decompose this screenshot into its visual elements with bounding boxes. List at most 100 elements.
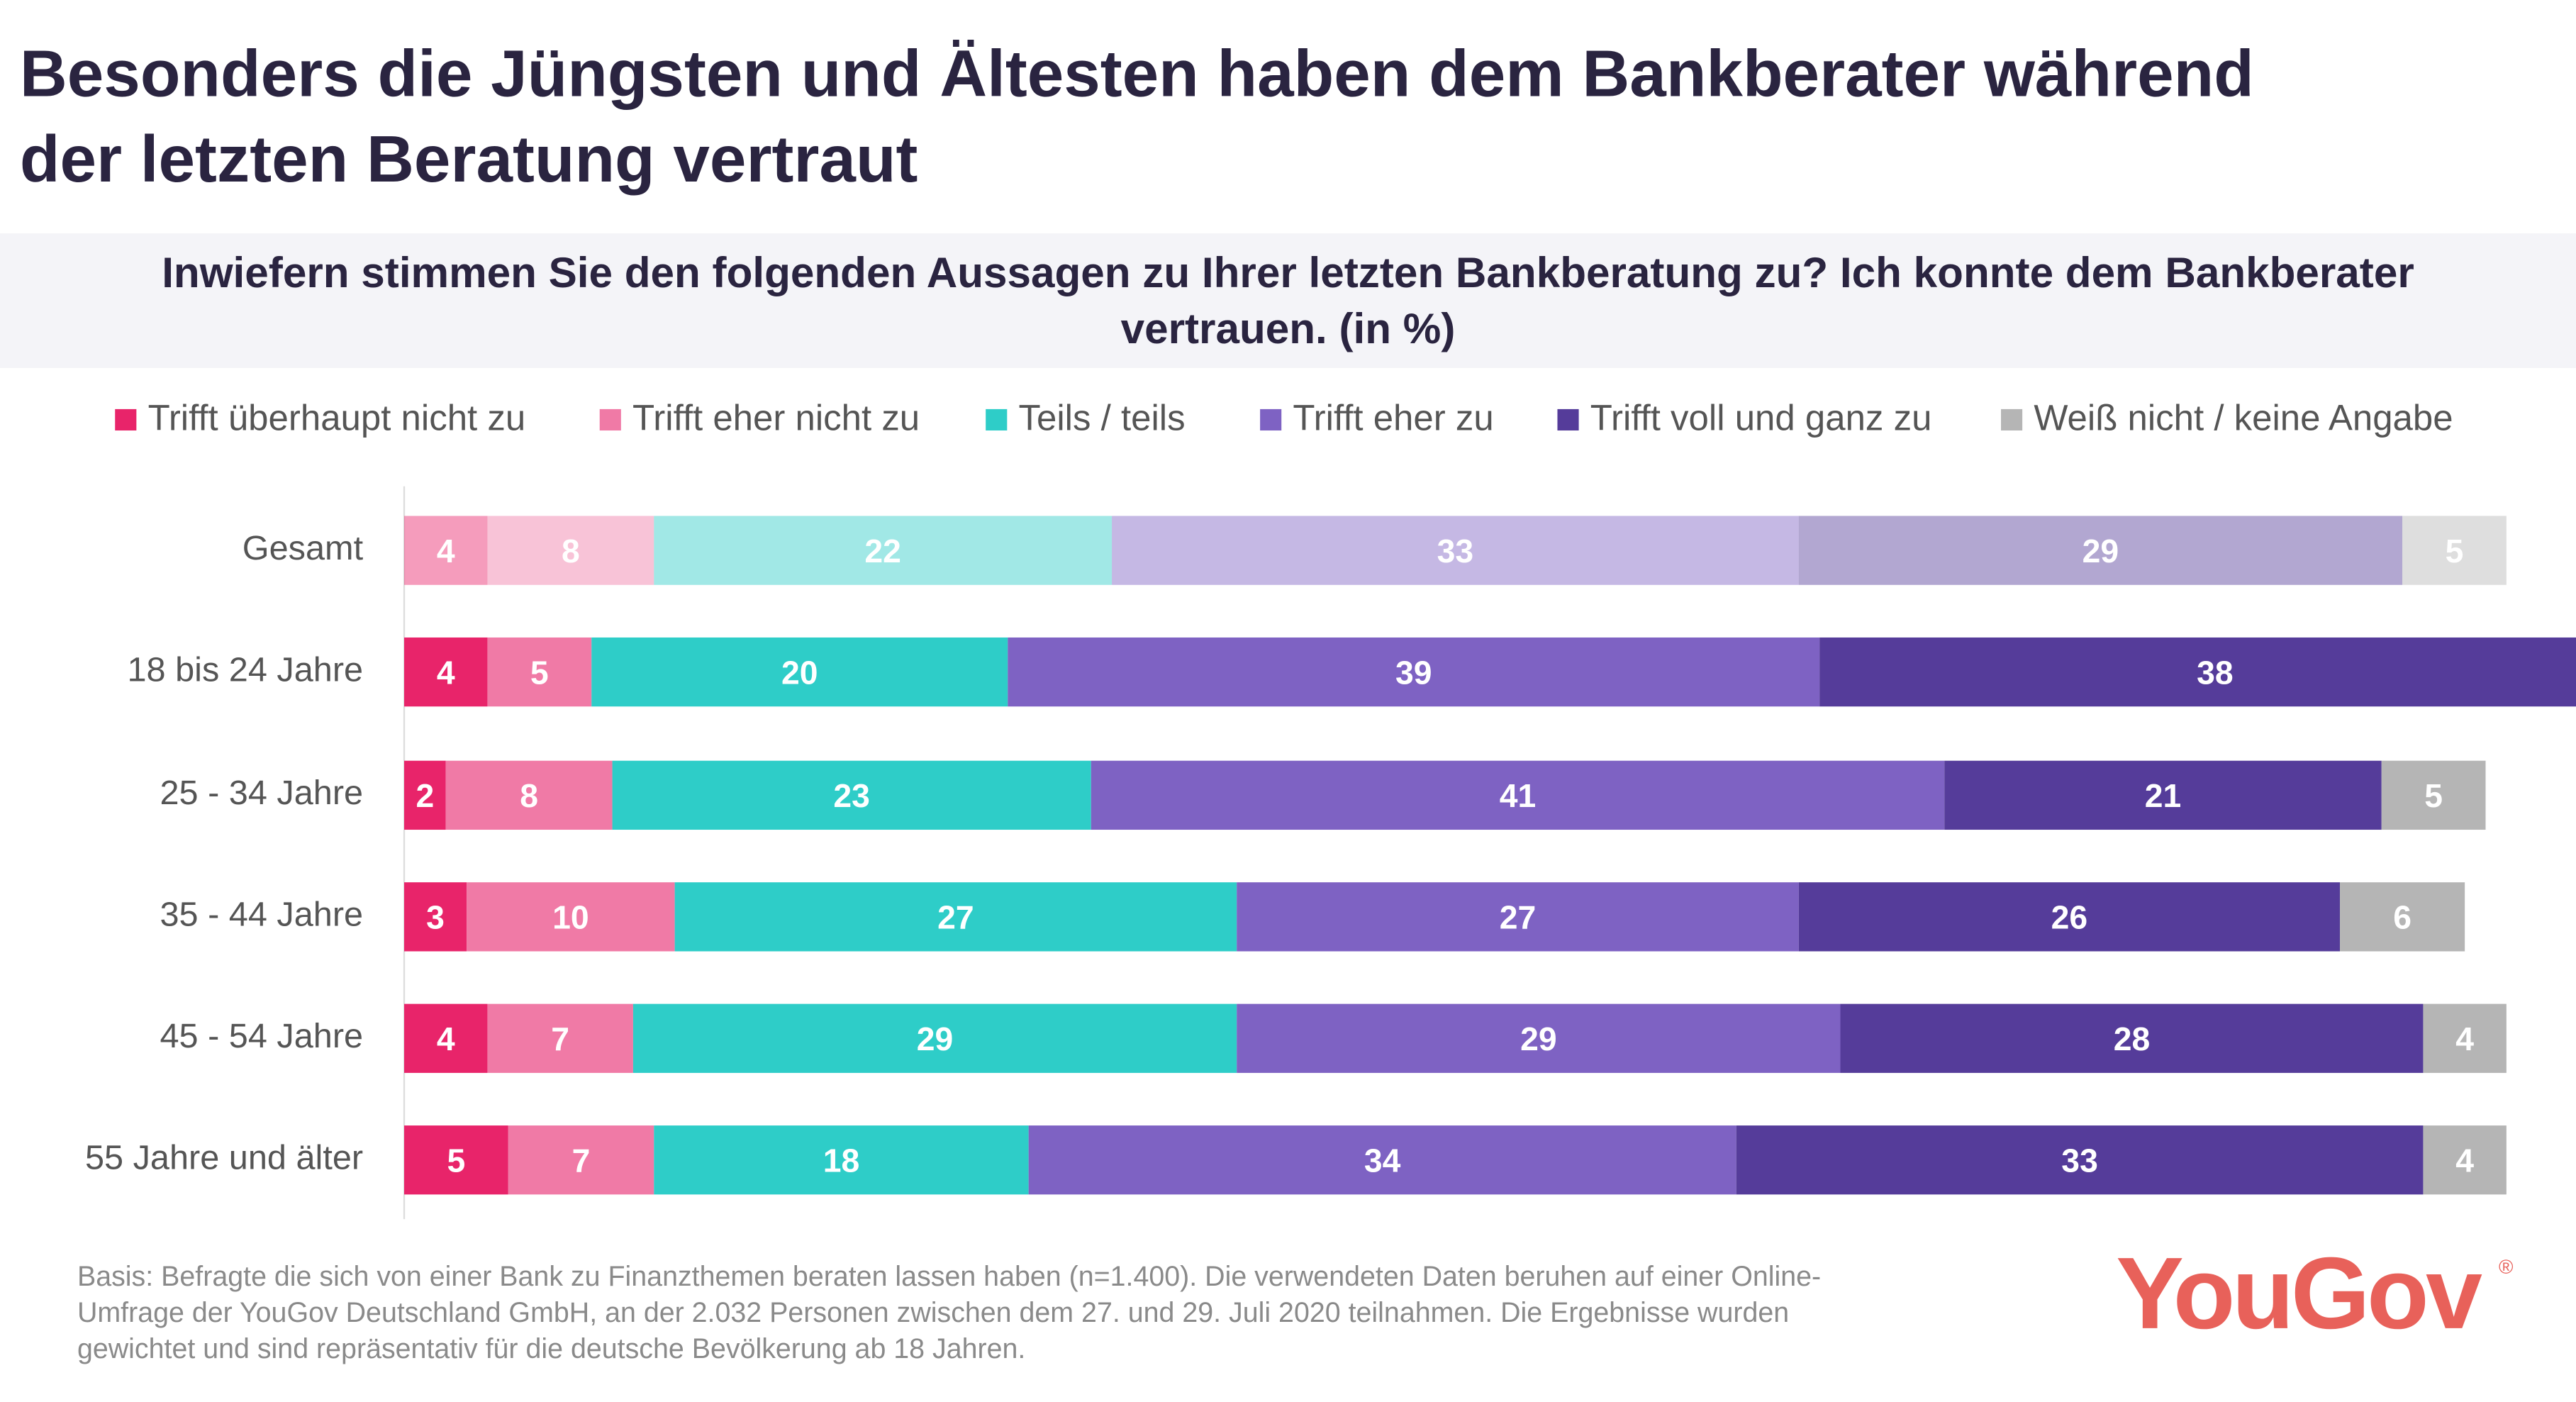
- legend-label: Trifft eher nicht zu: [632, 398, 920, 438]
- value-label: 27: [937, 899, 974, 936]
- value-label: 5: [2446, 533, 2464, 569]
- value-label: 23: [833, 777, 870, 814]
- legend-swatch: [2001, 408, 2023, 431]
- value-label: 39: [1395, 654, 1432, 691]
- value-label: 21: [2145, 777, 2182, 814]
- bar-segment: [467, 882, 675, 952]
- value-label: 4: [2455, 1020, 2474, 1057]
- bar-segment: [2423, 1003, 2507, 1073]
- value-label: 29: [2082, 533, 2119, 569]
- legend-swatch: [599, 408, 621, 431]
- value-label: 41: [1500, 777, 1537, 814]
- legend-swatch: [1557, 408, 1579, 431]
- bar-segment: [654, 1125, 1029, 1195]
- value-label: 8: [562, 533, 580, 569]
- value-label: 18: [823, 1142, 860, 1179]
- bar-segment: [1237, 1003, 1841, 1073]
- bar-segment: [404, 516, 488, 585]
- value-label: 3: [426, 899, 445, 936]
- category-label: 25 - 34 Jahre: [160, 774, 363, 812]
- value-label: 20: [781, 654, 818, 691]
- bar-segment: [404, 882, 467, 952]
- value-label: 29: [1520, 1020, 1557, 1057]
- value-label: 26: [2051, 899, 2088, 936]
- bar-segment: [1112, 516, 1799, 585]
- value-label: 38: [2197, 654, 2234, 691]
- bar-segment: [508, 1125, 654, 1195]
- value-label: 2: [416, 777, 434, 814]
- legend-swatch: [115, 408, 137, 431]
- value-label: 5: [2424, 777, 2443, 814]
- value-label: 7: [572, 1142, 591, 1179]
- value-label: 33: [1437, 533, 1474, 569]
- value-label: 33: [2061, 1142, 2098, 1179]
- value-label: 4: [2455, 1142, 2474, 1179]
- logo: YouGov: [2116, 1237, 2482, 1350]
- value-label: 7: [551, 1020, 569, 1057]
- value-label: 8: [520, 777, 538, 814]
- legend-label: Trifft voll und ganz zu: [1590, 398, 1932, 438]
- bar-segment: [1840, 1003, 2424, 1073]
- bar-segment: [1028, 1125, 1736, 1195]
- bar-segment: [1091, 760, 1945, 830]
- legend-swatch: [1260, 408, 1282, 431]
- value-label: 28: [2114, 1020, 2151, 1057]
- bar-segment: [1008, 637, 1820, 707]
- bar-segment: [2381, 760, 2486, 830]
- legend-label: Teils / teils: [1019, 398, 1186, 438]
- value-label: 5: [447, 1142, 466, 1179]
- bar-segment: [1798, 882, 2341, 952]
- value-label: 4: [437, 1020, 455, 1057]
- bar-segment: [487, 1003, 633, 1073]
- category-label: 35 - 44 Jahre: [160, 896, 363, 934]
- legend-swatch: [986, 408, 1008, 431]
- logo-mark: ®: [2499, 1256, 2514, 1278]
- bar-segment: [404, 637, 488, 707]
- bar-segment: [674, 882, 1237, 952]
- subtitle: vertrauen. (in %): [1121, 304, 1456, 352]
- footnote: gewichtet und sind repräsentativ für die…: [77, 1333, 1025, 1364]
- bar-segment: [1798, 516, 2403, 585]
- value-label: 6: [2393, 899, 2411, 936]
- chart-title: Besonders die Jüngsten und Ältesten habe…: [20, 37, 2254, 111]
- footnote: Basis: Befragte die sich von einer Bank …: [77, 1261, 1821, 1292]
- bar-segment: [404, 760, 446, 830]
- value-label: 29: [917, 1020, 954, 1057]
- value-label: 4: [437, 654, 455, 691]
- value-label: 22: [864, 533, 901, 569]
- value-label: 27: [1500, 899, 1537, 936]
- category-label: 55 Jahre und älter: [85, 1139, 363, 1177]
- bar-segment: [2340, 882, 2465, 952]
- bar-segment: [2423, 1125, 2507, 1195]
- bar-segment: [632, 1003, 1237, 1073]
- category-label: 18 bis 24 Jahre: [127, 650, 363, 689]
- legend-label: Trifft eher zu: [1293, 398, 1493, 438]
- legend-label: Weiß nicht / keine Angabe: [2034, 398, 2453, 438]
- category-label: 45 - 54 Jahre: [160, 1017, 363, 1055]
- bar-segment: [404, 1125, 508, 1195]
- chart-title: der letzten Beratung vertraut: [20, 122, 918, 196]
- bar-segment: [1944, 760, 2382, 830]
- bar-segment: [404, 1003, 488, 1073]
- bar-segment: [1237, 882, 1799, 952]
- subtitle: Inwiefern stimmen Sie den folgenden Auss…: [162, 248, 2414, 296]
- bar-segment: [1819, 637, 2576, 707]
- value-label: 34: [1364, 1142, 1401, 1179]
- value-label: 4: [437, 533, 455, 569]
- legend-label: Trifft überhaupt nicht zu: [148, 398, 526, 438]
- bar-segment: [487, 516, 654, 585]
- bar-segment: [487, 637, 592, 707]
- bar-segment: [2402, 516, 2507, 585]
- category-label: Gesamt: [242, 529, 364, 567]
- value-label: 5: [530, 654, 549, 691]
- subtitle-band: [0, 233, 2576, 368]
- footnote: Umfrage der YouGov Deutschland GmbH, an …: [77, 1297, 1789, 1328]
- value-label: 10: [552, 899, 589, 936]
- bar-segment: [654, 516, 1113, 585]
- bar-segment: [612, 760, 1091, 830]
- bar-segment: [591, 637, 1008, 707]
- bar-segment: [445, 760, 613, 830]
- bar-segment: [1736, 1125, 2424, 1195]
